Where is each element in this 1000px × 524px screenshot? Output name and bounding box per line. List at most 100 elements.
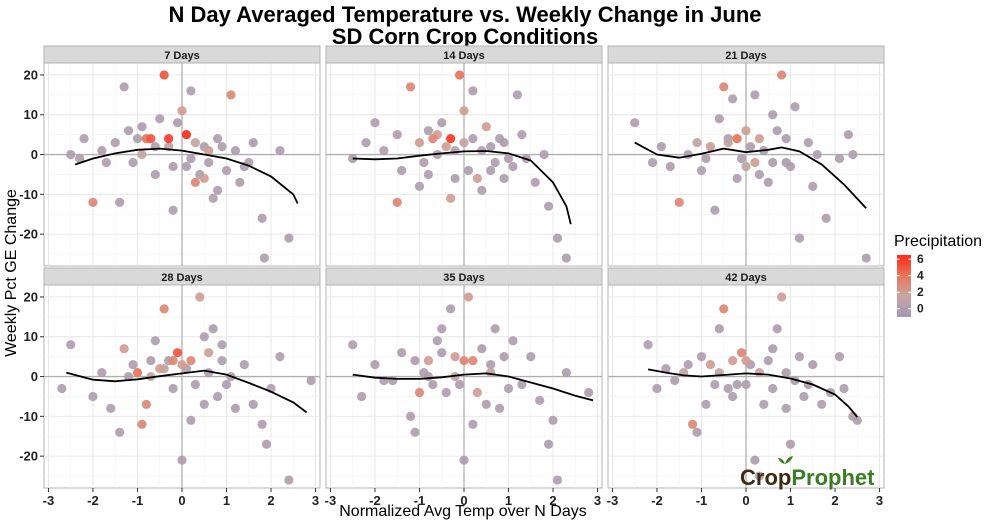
facet-strip — [325, 267, 603, 286]
data-point — [204, 348, 214, 358]
facet-strip-label: 7 Days — [164, 50, 199, 62]
facet-strip — [607, 45, 885, 64]
data-point — [821, 213, 831, 223]
data-point — [732, 173, 742, 184]
data-point — [512, 90, 523, 100]
data-point — [561, 253, 571, 263]
data-point — [750, 157, 760, 168]
data-point — [428, 379, 438, 390]
data-point — [508, 161, 518, 172]
data-point — [714, 114, 724, 124]
data-point — [275, 352, 285, 362]
data-point — [535, 395, 545, 406]
y-tick-label: 10 — [24, 107, 38, 122]
data-point — [370, 118, 380, 128]
data-point — [459, 455, 469, 465]
data-point — [781, 134, 791, 144]
data-point — [405, 411, 416, 421]
data-point — [88, 197, 98, 207]
data-point — [732, 134, 742, 144]
data-point — [705, 141, 715, 152]
data-point — [754, 169, 764, 180]
data-point — [275, 145, 285, 156]
data-point — [543, 201, 554, 211]
y-axis-title: Weekly Pct GE Change — [3, 189, 20, 357]
data-point — [432, 336, 442, 346]
data-point — [750, 90, 760, 100]
x-axis-ticks: -3 -2 -1 0 1 2 3 -3 -2 -1 0 1 2 3 -3 -2 -1 0 1 2 3 — [43, 488, 883, 508]
x-tick-label: -3 — [607, 493, 619, 508]
data-point — [643, 340, 653, 350]
data-point — [687, 419, 698, 429]
data-point — [472, 387, 482, 398]
data-point — [88, 391, 98, 402]
data-point — [437, 348, 447, 358]
data-point — [414, 138, 425, 148]
data-point — [146, 356, 156, 366]
data-point — [137, 122, 147, 132]
data-point — [772, 126, 782, 136]
data-point — [392, 130, 402, 140]
sprout-icon — [778, 456, 793, 464]
svg-text:CropProphet: CropProphet — [740, 465, 875, 490]
data-point — [101, 157, 111, 168]
facet-panel: 35 Days — [325, 267, 603, 489]
data-point — [259, 253, 269, 263]
data-point — [472, 173, 482, 184]
facet-strip — [43, 45, 321, 64]
data-point — [257, 213, 267, 223]
data-point — [177, 360, 187, 370]
facet-panel: 14 Days — [325, 45, 603, 267]
data-point — [454, 379, 465, 390]
data-point — [132, 367, 143, 378]
data-point — [768, 110, 778, 120]
data-point — [477, 185, 487, 195]
data-point — [284, 475, 294, 485]
facet-strip-label: 35 Days — [443, 272, 485, 284]
brand-prophet: Prophet — [791, 465, 875, 490]
data-point — [808, 360, 818, 370]
data-point — [423, 371, 433, 382]
data-point — [186, 153, 196, 164]
data-point — [168, 356, 178, 366]
data-point — [741, 161, 751, 172]
data-point — [370, 360, 380, 370]
brand-logo: CropProphet — [740, 456, 875, 490]
data-point — [172, 118, 183, 128]
chart-title-line1: N Day Averaged Temperature vs. Weekly Ch… — [169, 2, 762, 27]
y-tick-label: 20 — [24, 289, 38, 304]
data-point — [392, 197, 402, 207]
data-point — [692, 138, 702, 148]
x-tick-label: 0 — [178, 493, 185, 508]
legend-colorbar — [897, 255, 911, 317]
data-point — [481, 122, 491, 132]
data-point — [186, 86, 196, 96]
data-point — [812, 149, 822, 160]
data-point — [177, 106, 187, 116]
data-point — [414, 387, 425, 398]
data-point — [57, 383, 67, 394]
legend-ticks: 6 4 2 0 — [897, 252, 924, 316]
data-point — [701, 153, 711, 164]
data-point — [410, 356, 420, 366]
data-point — [159, 304, 169, 314]
data-point — [208, 324, 218, 334]
data-point — [768, 157, 778, 168]
facet-strip — [607, 267, 885, 286]
data-point — [486, 165, 496, 176]
data-point — [670, 375, 680, 386]
data-point — [146, 134, 156, 144]
data-point — [388, 375, 398, 386]
data-point — [221, 379, 232, 390]
data-point — [204, 145, 214, 156]
facet-strip — [325, 45, 603, 64]
facet-panels: 7 Days 14 Days 21 Days 28 Days 35 Days 42 Day… — [43, 45, 885, 489]
data-point — [696, 165, 707, 176]
data-point — [486, 360, 496, 370]
data-point — [463, 292, 474, 302]
x-tick-label: 0 — [460, 493, 467, 508]
data-point — [486, 367, 496, 378]
data-point — [468, 419, 478, 429]
y-tick-label: -10 — [19, 409, 38, 424]
smooth-curve — [647, 368, 858, 418]
